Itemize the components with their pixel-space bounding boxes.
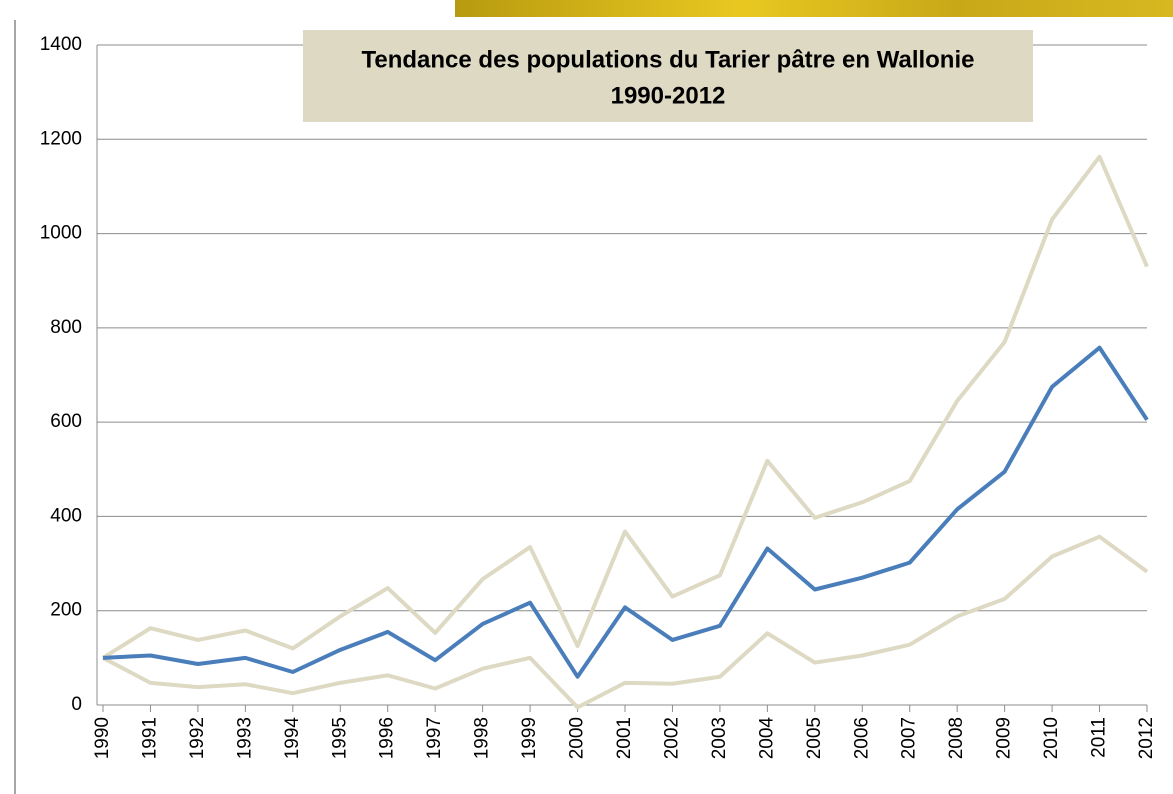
y-tick-label: 600 (50, 411, 82, 432)
x-tick-label: 1996 (377, 717, 398, 759)
x-tick-label: 2003 (709, 717, 730, 759)
x-tick-label: 2001 (614, 717, 635, 759)
x-tick-label: 2004 (756, 717, 777, 760)
x-tick-label: 2009 (994, 717, 1015, 759)
y-tick-label: 200 (50, 600, 82, 621)
y-tick-label: 400 (50, 505, 82, 526)
series-line (102, 534, 1149, 710)
x-tick-label: 1997 (424, 717, 445, 759)
x-tick-label: 1995 (329, 717, 350, 759)
photo-strip (455, 0, 1173, 17)
chart-subtitle: 1990-2012 (611, 82, 726, 109)
x-tick-label: 2007 (899, 717, 920, 759)
x-tick-label: 2005 (804, 717, 825, 759)
x-tick-label: 2002 (661, 717, 682, 759)
x-tick-label: 2012 (1136, 717, 1157, 759)
grid (96, 44, 1148, 712)
x-tick-label: 1992 (187, 717, 208, 759)
series-line (101, 154, 1149, 660)
title-box (303, 30, 1033, 122)
x-tick-label: 2000 (567, 717, 588, 759)
x-tick-label: 1998 (472, 717, 493, 759)
y-tick-label: 800 (50, 317, 82, 338)
y-tick-label: 1000 (40, 223, 82, 244)
x-tick-label: 2010 (1041, 717, 1062, 759)
series-line (102, 345, 1149, 679)
x-tick-label: 1999 (519, 717, 540, 759)
x-tick-label: 1994 (282, 717, 303, 760)
chart-title: Tendance des populations du Tarier pâtre… (362, 46, 975, 73)
x-tick-label: 2011 (1089, 717, 1110, 758)
y-tick-label: 1200 (40, 128, 82, 149)
x-tick-label: 1990 (92, 717, 113, 759)
x-tick-label: 1991 (139, 717, 160, 759)
x-tick-label: 1993 (234, 717, 255, 759)
y-tick-label: 0 (71, 694, 82, 715)
y-tick-label: 1400 (40, 34, 82, 55)
x-tick-label: 2008 (946, 717, 967, 759)
x-tick-label: 2006 (851, 717, 872, 759)
